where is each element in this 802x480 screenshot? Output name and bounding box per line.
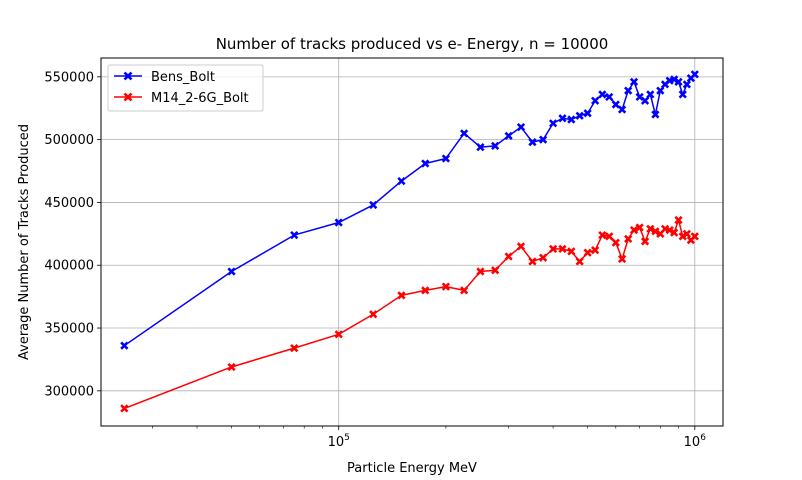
data-point-m14-2-6g-bolt bbox=[617, 254, 627, 264]
data-point-bens-bolt bbox=[397, 176, 406, 186]
data-point-m14-2-6g-bolt bbox=[591, 246, 600, 255]
data-point-bens-bolt bbox=[670, 75, 679, 84]
y-tick-label: 400000 bbox=[44, 259, 94, 274]
y-tick-label: 500000 bbox=[44, 133, 94, 148]
plot-frame bbox=[100, 57, 724, 427]
data-point-bens-bolt bbox=[624, 86, 633, 95]
data-point-m14-2-6g-bolt bbox=[690, 232, 699, 241]
legend-marker-m14-bolt bbox=[123, 92, 133, 102]
data-point-m14-2-6g-bolt bbox=[460, 286, 469, 295]
data-point-m14-2-6g-bolt bbox=[646, 224, 655, 233]
data-point-m14-2-6g-bolt bbox=[575, 257, 584, 266]
grid bbox=[101, 58, 723, 426]
x-axis-label: Particle Energy MeV bbox=[347, 461, 477, 476]
data-point-bens-bolt bbox=[591, 96, 600, 105]
legend-marker-bens-bolt bbox=[123, 71, 133, 81]
data-point-bens-bolt bbox=[504, 131, 513, 140]
data-point-m14-2-6g-bolt bbox=[665, 225, 674, 235]
data-point-m14-2-6g-bolt bbox=[539, 253, 548, 262]
data-point-bens-bolt bbox=[369, 200, 378, 210]
chart-title: Number of tracks produced vs e- Energy, … bbox=[216, 35, 609, 53]
data-point-bens-bolt bbox=[334, 218, 343, 227]
data-point-bens-bolt bbox=[558, 114, 567, 123]
data-point-bens-bolt bbox=[120, 341, 129, 350]
data-point-bens-bolt bbox=[674, 77, 683, 86]
data-point-bens-bolt bbox=[598, 90, 607, 99]
y-axis-ticks: 300000 350000 400000 450000 500000 550000 bbox=[44, 70, 101, 399]
data-point-bens-bolt bbox=[491, 141, 500, 151]
legend-label-m14-bolt: M14_2-6G_Bolt bbox=[151, 91, 249, 106]
legend: Bens_Bolt M14_2-6G_Bolt bbox=[107, 64, 264, 112]
data-point-m14-2-6g-bolt bbox=[651, 227, 660, 236]
data-point-bens-bolt bbox=[460, 129, 469, 138]
x-tick-label: 105 bbox=[328, 433, 350, 450]
data-point-bens-bolt bbox=[548, 119, 558, 128]
data-point-bens-bolt bbox=[528, 138, 537, 147]
data-point-m14-2-6g-bolt bbox=[441, 282, 451, 291]
data-point-bens-bolt bbox=[656, 86, 665, 95]
data-point-bens-bolt bbox=[421, 159, 430, 168]
x-axis-ticks: 105 106 bbox=[328, 426, 707, 450]
data-point-m14-2-6g-bolt bbox=[120, 404, 129, 413]
data-point-bens-bolt bbox=[583, 109, 592, 118]
data-point-bens-bolt bbox=[605, 92, 614, 102]
data-point-m14-2-6g-bolt bbox=[421, 286, 430, 295]
data-point-m14-2-6g-bolt bbox=[227, 362, 236, 372]
data-point-bens-bolt bbox=[476, 143, 485, 152]
data-point-bens-bolt bbox=[682, 80, 691, 89]
data-point-m14-2-6g-bolt bbox=[629, 225, 639, 235]
data-point-m14-2-6g-bolt bbox=[598, 230, 607, 240]
data-point-m14-2-6g-bolt bbox=[528, 257, 537, 266]
data-point-m14-2-6g-bolt bbox=[548, 244, 558, 254]
data-point-m14-2-6g-bolt bbox=[605, 232, 614, 241]
data-point-m14-2-6g-bolt bbox=[558, 244, 567, 254]
legend-box bbox=[107, 64, 264, 112]
data-point-m14-2-6g-bolt bbox=[504, 252, 513, 261]
data-point-m14-2-6g-bolt bbox=[624, 234, 633, 243]
data-point-m14-2-6g-bolt bbox=[334, 330, 343, 339]
data-point-m14-2-6g-bolt bbox=[682, 229, 691, 238]
data-point-bens-bolt bbox=[227, 267, 236, 276]
legend-label-bens-bolt: Bens_Bolt bbox=[151, 70, 215, 85]
data-point-bens-bolt bbox=[441, 154, 451, 163]
data-point-m14-2-6g-bolt bbox=[583, 248, 592, 257]
data-point-m14-2-6g-bolt bbox=[567, 247, 576, 256]
series-layer bbox=[120, 70, 699, 413]
data-point-bens-bolt bbox=[690, 70, 699, 79]
y-tick-label: 550000 bbox=[44, 70, 94, 85]
y-tick-label: 450000 bbox=[44, 196, 94, 211]
data-point-m14-2-6g-bolt bbox=[674, 215, 683, 225]
data-point-m14-2-6g-bolt bbox=[290, 344, 299, 353]
data-point-bens-bolt bbox=[539, 135, 548, 144]
data-point-m14-2-6g-bolt bbox=[516, 242, 526, 251]
data-point-m14-2-6g-bolt bbox=[640, 237, 650, 246]
data-point-bens-bolt bbox=[617, 105, 627, 114]
data-point-bens-bolt bbox=[516, 122, 526, 132]
data-point-m14-2-6g-bolt bbox=[491, 266, 500, 275]
x-tick-label: 106 bbox=[684, 433, 707, 450]
data-point-bens-bolt bbox=[646, 90, 655, 99]
data-point-bens-bolt bbox=[640, 96, 650, 105]
data-point-m14-2-6g-bolt bbox=[635, 223, 644, 232]
data-point-bens-bolt bbox=[567, 115, 576, 124]
data-point-bens-bolt bbox=[678, 90, 687, 99]
data-point-m14-2-6g-bolt bbox=[369, 310, 378, 319]
data-point-bens-bolt bbox=[651, 110, 660, 119]
data-point-bens-bolt bbox=[611, 100, 620, 109]
data-point-bens-bolt bbox=[629, 77, 639, 86]
y-tick-label: 300000 bbox=[44, 384, 94, 399]
data-point-m14-2-6g-bolt bbox=[670, 228, 679, 237]
data-point-bens-bolt bbox=[575, 111, 584, 120]
data-point-m14-2-6g-bolt bbox=[611, 238, 620, 247]
y-axis-label: Average Number of Tracks Produced bbox=[17, 124, 32, 360]
data-point-m14-2-6g-bolt bbox=[476, 267, 485, 276]
data-point-m14-2-6g-bolt bbox=[397, 291, 406, 300]
y-tick-label: 350000 bbox=[44, 322, 94, 337]
data-point-bens-bolt bbox=[290, 230, 299, 240]
